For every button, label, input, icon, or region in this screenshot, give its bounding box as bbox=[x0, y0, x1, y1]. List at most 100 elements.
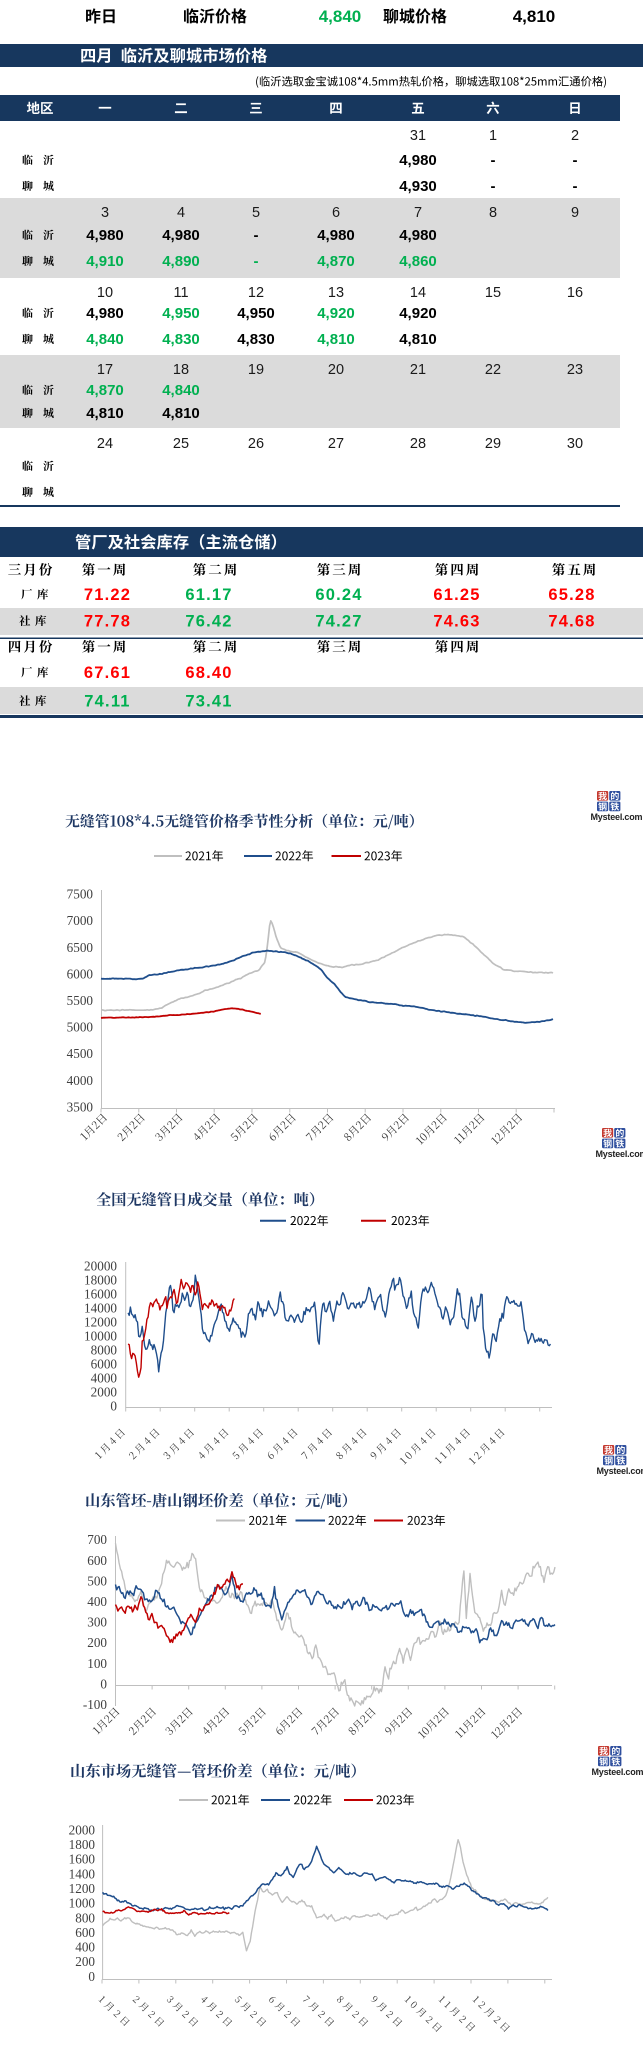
svg-text:61.25: 61.25 bbox=[433, 586, 480, 604]
svg-text:21: 21 bbox=[410, 362, 426, 378]
svg-text:61.17: 61.17 bbox=[185, 586, 232, 604]
svg-text:-: - bbox=[491, 178, 496, 195]
svg-text:4,810: 4,810 bbox=[86, 405, 124, 422]
svg-text:27: 27 bbox=[328, 436, 344, 452]
svg-text:4,910: 4,910 bbox=[86, 253, 124, 270]
svg-text:10000: 10000 bbox=[84, 1328, 117, 1343]
svg-text:23: 23 bbox=[567, 362, 583, 378]
svg-text:500: 500 bbox=[87, 1573, 107, 1588]
svg-text:16000: 16000 bbox=[84, 1286, 117, 1301]
svg-text:19: 19 bbox=[248, 362, 264, 378]
svg-text:28: 28 bbox=[410, 436, 426, 452]
svg-text:-: - bbox=[254, 253, 259, 270]
svg-text:4,840: 4,840 bbox=[162, 382, 200, 399]
svg-text:700: 700 bbox=[87, 1532, 107, 1547]
svg-text:60.24: 60.24 bbox=[315, 586, 362, 604]
svg-text:1400: 1400 bbox=[69, 1866, 96, 1881]
svg-text:11: 11 bbox=[173, 285, 188, 301]
svg-text:9: 9 bbox=[571, 205, 579, 221]
svg-text:1000: 1000 bbox=[69, 1896, 96, 1911]
svg-text:74.27: 74.27 bbox=[315, 613, 362, 631]
svg-text:4,980: 4,980 bbox=[399, 227, 437, 244]
svg-text:4,810: 4,810 bbox=[162, 405, 200, 422]
svg-text:67.61: 67.61 bbox=[84, 664, 131, 682]
svg-text:7: 7 bbox=[414, 205, 422, 221]
svg-text:3500: 3500 bbox=[67, 1099, 94, 1114]
svg-text:800: 800 bbox=[75, 1910, 95, 1925]
svg-text:4500: 4500 bbox=[67, 1046, 94, 1061]
svg-text:4,830: 4,830 bbox=[162, 331, 200, 348]
svg-text:4,860: 4,860 bbox=[399, 253, 437, 270]
svg-text:8: 8 bbox=[489, 205, 497, 221]
svg-text:0: 0 bbox=[88, 1969, 95, 1984]
svg-text:4,920: 4,920 bbox=[317, 305, 355, 322]
svg-text:6000: 6000 bbox=[91, 1356, 118, 1371]
svg-text:68.40: 68.40 bbox=[185, 664, 232, 682]
svg-text:7500: 7500 bbox=[67, 887, 94, 902]
svg-text:4,920: 4,920 bbox=[399, 305, 437, 322]
svg-text:1200: 1200 bbox=[69, 1881, 96, 1896]
svg-text:Mysteel.com: Mysteel.com bbox=[592, 1767, 643, 1777]
svg-text:4,980: 4,980 bbox=[317, 227, 355, 244]
svg-text:26: 26 bbox=[248, 436, 264, 452]
svg-text:6500: 6500 bbox=[67, 940, 94, 955]
svg-text:4,840: 4,840 bbox=[86, 331, 124, 348]
svg-text:600: 600 bbox=[75, 1925, 95, 1940]
svg-text:74.68: 74.68 bbox=[548, 613, 595, 631]
svg-text:4,950: 4,950 bbox=[162, 305, 200, 322]
svg-text:4,840: 4,840 bbox=[319, 7, 362, 26]
svg-text:4000: 4000 bbox=[67, 1073, 94, 1088]
svg-text:4,980: 4,980 bbox=[86, 305, 124, 322]
svg-text:Mysteel.com: Mysteel.com bbox=[597, 1466, 643, 1476]
svg-text:20: 20 bbox=[328, 362, 344, 378]
svg-text:2000: 2000 bbox=[69, 1822, 96, 1837]
svg-text:4,830: 4,830 bbox=[237, 331, 275, 348]
svg-text:4,980: 4,980 bbox=[162, 227, 200, 244]
svg-text:71.22: 71.22 bbox=[84, 586, 131, 604]
svg-text:4: 4 bbox=[177, 205, 185, 221]
svg-text:4,950: 4,950 bbox=[237, 305, 275, 322]
svg-text:1600: 1600 bbox=[69, 1852, 96, 1867]
svg-text:4000: 4000 bbox=[91, 1370, 118, 1385]
svg-text:300: 300 bbox=[87, 1615, 107, 1630]
svg-text:10: 10 bbox=[97, 285, 113, 301]
svg-text:13: 13 bbox=[328, 285, 344, 301]
svg-text:4,870: 4,870 bbox=[317, 253, 355, 270]
svg-text:14000: 14000 bbox=[84, 1300, 117, 1315]
svg-text:4,810: 4,810 bbox=[317, 331, 355, 348]
svg-text:16: 16 bbox=[567, 285, 583, 301]
svg-text:12: 12 bbox=[248, 285, 264, 301]
svg-text:7000: 7000 bbox=[67, 913, 94, 928]
svg-text:12000: 12000 bbox=[84, 1314, 117, 1329]
svg-text:31: 31 bbox=[410, 128, 426, 144]
svg-text:100: 100 bbox=[87, 1656, 107, 1671]
svg-text:400: 400 bbox=[87, 1594, 107, 1609]
svg-text:200: 200 bbox=[75, 1954, 95, 1969]
svg-text:-: - bbox=[491, 152, 496, 169]
svg-text:14: 14 bbox=[410, 285, 426, 301]
svg-text:4,870: 4,870 bbox=[86, 382, 124, 399]
svg-text:6: 6 bbox=[332, 205, 340, 221]
svg-text:4,930: 4,930 bbox=[399, 178, 437, 195]
svg-text:1: 1 bbox=[489, 128, 497, 144]
svg-text:30: 30 bbox=[567, 436, 583, 452]
svg-text:5: 5 bbox=[252, 205, 260, 221]
svg-text:-: - bbox=[254, 227, 259, 244]
svg-text:73.41: 73.41 bbox=[185, 693, 232, 711]
svg-text:4,980: 4,980 bbox=[86, 227, 124, 244]
svg-text:24: 24 bbox=[97, 436, 113, 452]
svg-text:600: 600 bbox=[87, 1553, 107, 1568]
svg-text:17: 17 bbox=[97, 362, 113, 378]
svg-text:77.78: 77.78 bbox=[84, 613, 131, 631]
svg-text:22: 22 bbox=[485, 362, 501, 378]
svg-text:20000: 20000 bbox=[84, 1258, 117, 1273]
svg-text:400: 400 bbox=[75, 1940, 95, 1955]
svg-text:5000: 5000 bbox=[67, 1020, 94, 1035]
svg-text:Mysteel.com: Mysteel.com bbox=[591, 812, 643, 822]
svg-text:76.42: 76.42 bbox=[185, 613, 232, 631]
svg-text:18000: 18000 bbox=[84, 1272, 117, 1287]
svg-text:5500: 5500 bbox=[67, 993, 94, 1008]
svg-text:4,980: 4,980 bbox=[399, 152, 437, 169]
svg-text:4,810: 4,810 bbox=[399, 331, 437, 348]
svg-text:25: 25 bbox=[173, 436, 189, 452]
